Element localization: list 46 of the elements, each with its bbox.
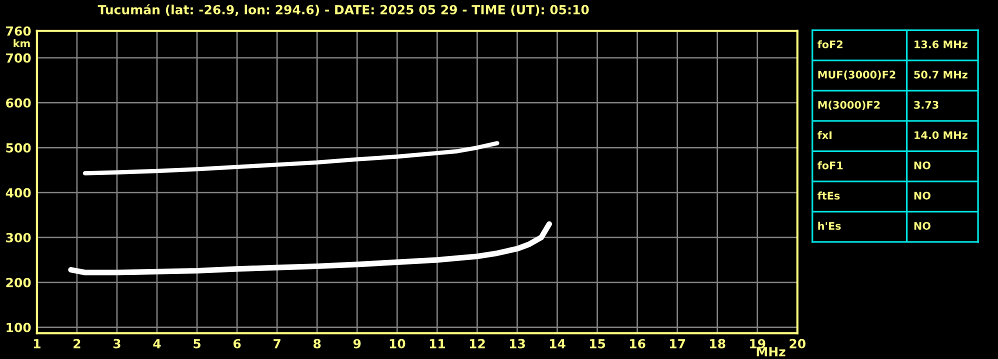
x-tick-label: 6 bbox=[233, 338, 241, 348]
x-tick-label: 9 bbox=[353, 338, 361, 348]
x-tick-label: 2 bbox=[74, 338, 80, 348]
x-tick-label: 12 bbox=[470, 338, 485, 348]
x-tick-label: 13 bbox=[510, 338, 525, 348]
text: NO bbox=[914, 192, 930, 200]
y-tick-label: 600 bbox=[6, 98, 31, 108]
text: 3.73 bbox=[914, 100, 938, 109]
x-axis-title: MHz bbox=[756, 347, 786, 356]
y-tick-label: 700 bbox=[6, 53, 31, 63]
y-tick-label: 760 bbox=[6, 26, 31, 36]
x-tick-label: 20 bbox=[790, 338, 806, 348]
chart-title: Tucumán (lat: -26.9, lon: 294.6) - DATE: 2025 05 29 - TIME (UT): 05:10 bbox=[98, 4, 589, 16]
y-tick-label: 200 bbox=[6, 278, 31, 288]
text: NO bbox=[914, 161, 930, 170]
y-axis-title: km bbox=[14, 39, 30, 48]
x-tick-label: 17 bbox=[670, 339, 686, 348]
text: NO bbox=[914, 222, 930, 230]
x-tick-label: 19 bbox=[750, 338, 766, 348]
x-tick-label: 10 bbox=[390, 338, 406, 348]
y-tick-label: 400 bbox=[6, 188, 31, 198]
text: 14.0 MHz bbox=[914, 131, 968, 140]
x-tick-label: 14 bbox=[550, 339, 566, 348]
x-tick-label: 8 bbox=[314, 338, 321, 348]
text: foF2 bbox=[818, 40, 842, 48]
text: MUF(3000)F2 bbox=[818, 70, 896, 80]
text: fxI bbox=[818, 131, 832, 139]
x-tick-label: 18 bbox=[710, 338, 726, 348]
text: 13.6 MHz bbox=[914, 40, 968, 48]
text: ftEs bbox=[818, 192, 840, 200]
x-tick-label: 11 bbox=[430, 339, 446, 348]
x-tick-label: 1 bbox=[34, 339, 40, 348]
y-tick-label: 500 bbox=[6, 143, 31, 153]
x-tick-label: 3 bbox=[113, 338, 120, 348]
y-tick-label: 300 bbox=[6, 232, 31, 242]
text: 50.7 MHz bbox=[914, 70, 968, 79]
x-tick-label: 4 bbox=[153, 339, 161, 348]
text: foF1 bbox=[818, 161, 843, 170]
x-tick-label: 15 bbox=[590, 339, 606, 348]
text: M(3000)F2 bbox=[818, 100, 880, 110]
text: h'Es bbox=[818, 222, 841, 230]
x-tick-label: 16 bbox=[630, 338, 646, 348]
x-tick-label: 5 bbox=[194, 339, 200, 348]
x-tick-label: 7 bbox=[274, 339, 280, 348]
line-series bbox=[82, 141, 500, 176]
y-tick-label: 100 bbox=[6, 322, 31, 332]
